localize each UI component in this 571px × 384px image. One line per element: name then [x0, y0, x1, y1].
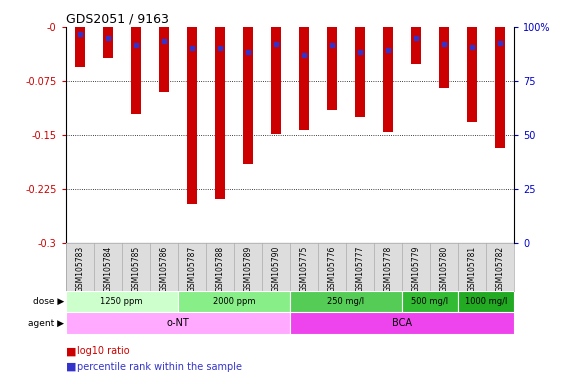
Bar — [402, 291, 458, 313]
Bar — [327, 27, 337, 110]
Text: GSM105778: GSM105778 — [383, 246, 392, 292]
Bar — [215, 27, 224, 199]
Text: BCA: BCA — [392, 318, 412, 328]
Text: 1250 ppm: 1250 ppm — [100, 297, 143, 306]
Bar — [411, 27, 421, 65]
Bar — [439, 27, 449, 88]
Text: GSM105787: GSM105787 — [187, 246, 196, 292]
Text: GSM105784: GSM105784 — [103, 246, 112, 292]
Text: percentile rank within the sample: percentile rank within the sample — [77, 362, 242, 372]
Text: 500 mg/l: 500 mg/l — [411, 297, 448, 306]
Text: GSM105788: GSM105788 — [215, 246, 224, 292]
Text: GSM105775: GSM105775 — [299, 246, 308, 292]
Bar — [75, 27, 85, 66]
Bar — [299, 27, 309, 130]
Bar — [103, 27, 112, 58]
Text: GSM105785: GSM105785 — [131, 246, 140, 292]
Text: log10 ratio: log10 ratio — [77, 346, 130, 356]
Text: GSM105776: GSM105776 — [327, 246, 336, 292]
Bar — [383, 27, 393, 132]
Text: GSM105786: GSM105786 — [159, 246, 168, 292]
Text: GDS2051 / 9163: GDS2051 / 9163 — [66, 13, 168, 26]
Bar — [131, 27, 140, 114]
Bar — [178, 291, 289, 313]
Text: GSM105777: GSM105777 — [355, 246, 364, 292]
Bar — [467, 27, 477, 122]
Text: 2000 ppm: 2000 ppm — [212, 297, 255, 306]
Text: GSM105783: GSM105783 — [75, 246, 84, 292]
Bar — [290, 291, 402, 313]
Bar — [159, 27, 168, 92]
Text: 1000 mg/l: 1000 mg/l — [465, 297, 507, 306]
Bar — [243, 27, 252, 164]
Bar — [355, 27, 365, 117]
Text: 250 mg/l: 250 mg/l — [327, 297, 364, 306]
Text: ■: ■ — [66, 362, 80, 372]
Text: GSM105779: GSM105779 — [411, 246, 420, 292]
Bar — [458, 291, 514, 313]
Text: ■: ■ — [66, 346, 80, 356]
Bar — [66, 291, 178, 313]
Text: GSM105789: GSM105789 — [243, 246, 252, 292]
Text: agent ▶: agent ▶ — [28, 319, 65, 328]
Bar — [271, 27, 281, 134]
Bar — [66, 313, 289, 334]
Bar — [495, 27, 505, 148]
Text: GSM105781: GSM105781 — [468, 246, 476, 292]
Bar — [290, 313, 514, 334]
Text: GSM105782: GSM105782 — [496, 246, 504, 292]
Text: o-NT: o-NT — [166, 318, 189, 328]
Text: GSM105790: GSM105790 — [271, 246, 280, 292]
Text: GSM105780: GSM105780 — [439, 246, 448, 292]
Text: dose ▶: dose ▶ — [33, 297, 65, 306]
Bar — [187, 27, 196, 204]
